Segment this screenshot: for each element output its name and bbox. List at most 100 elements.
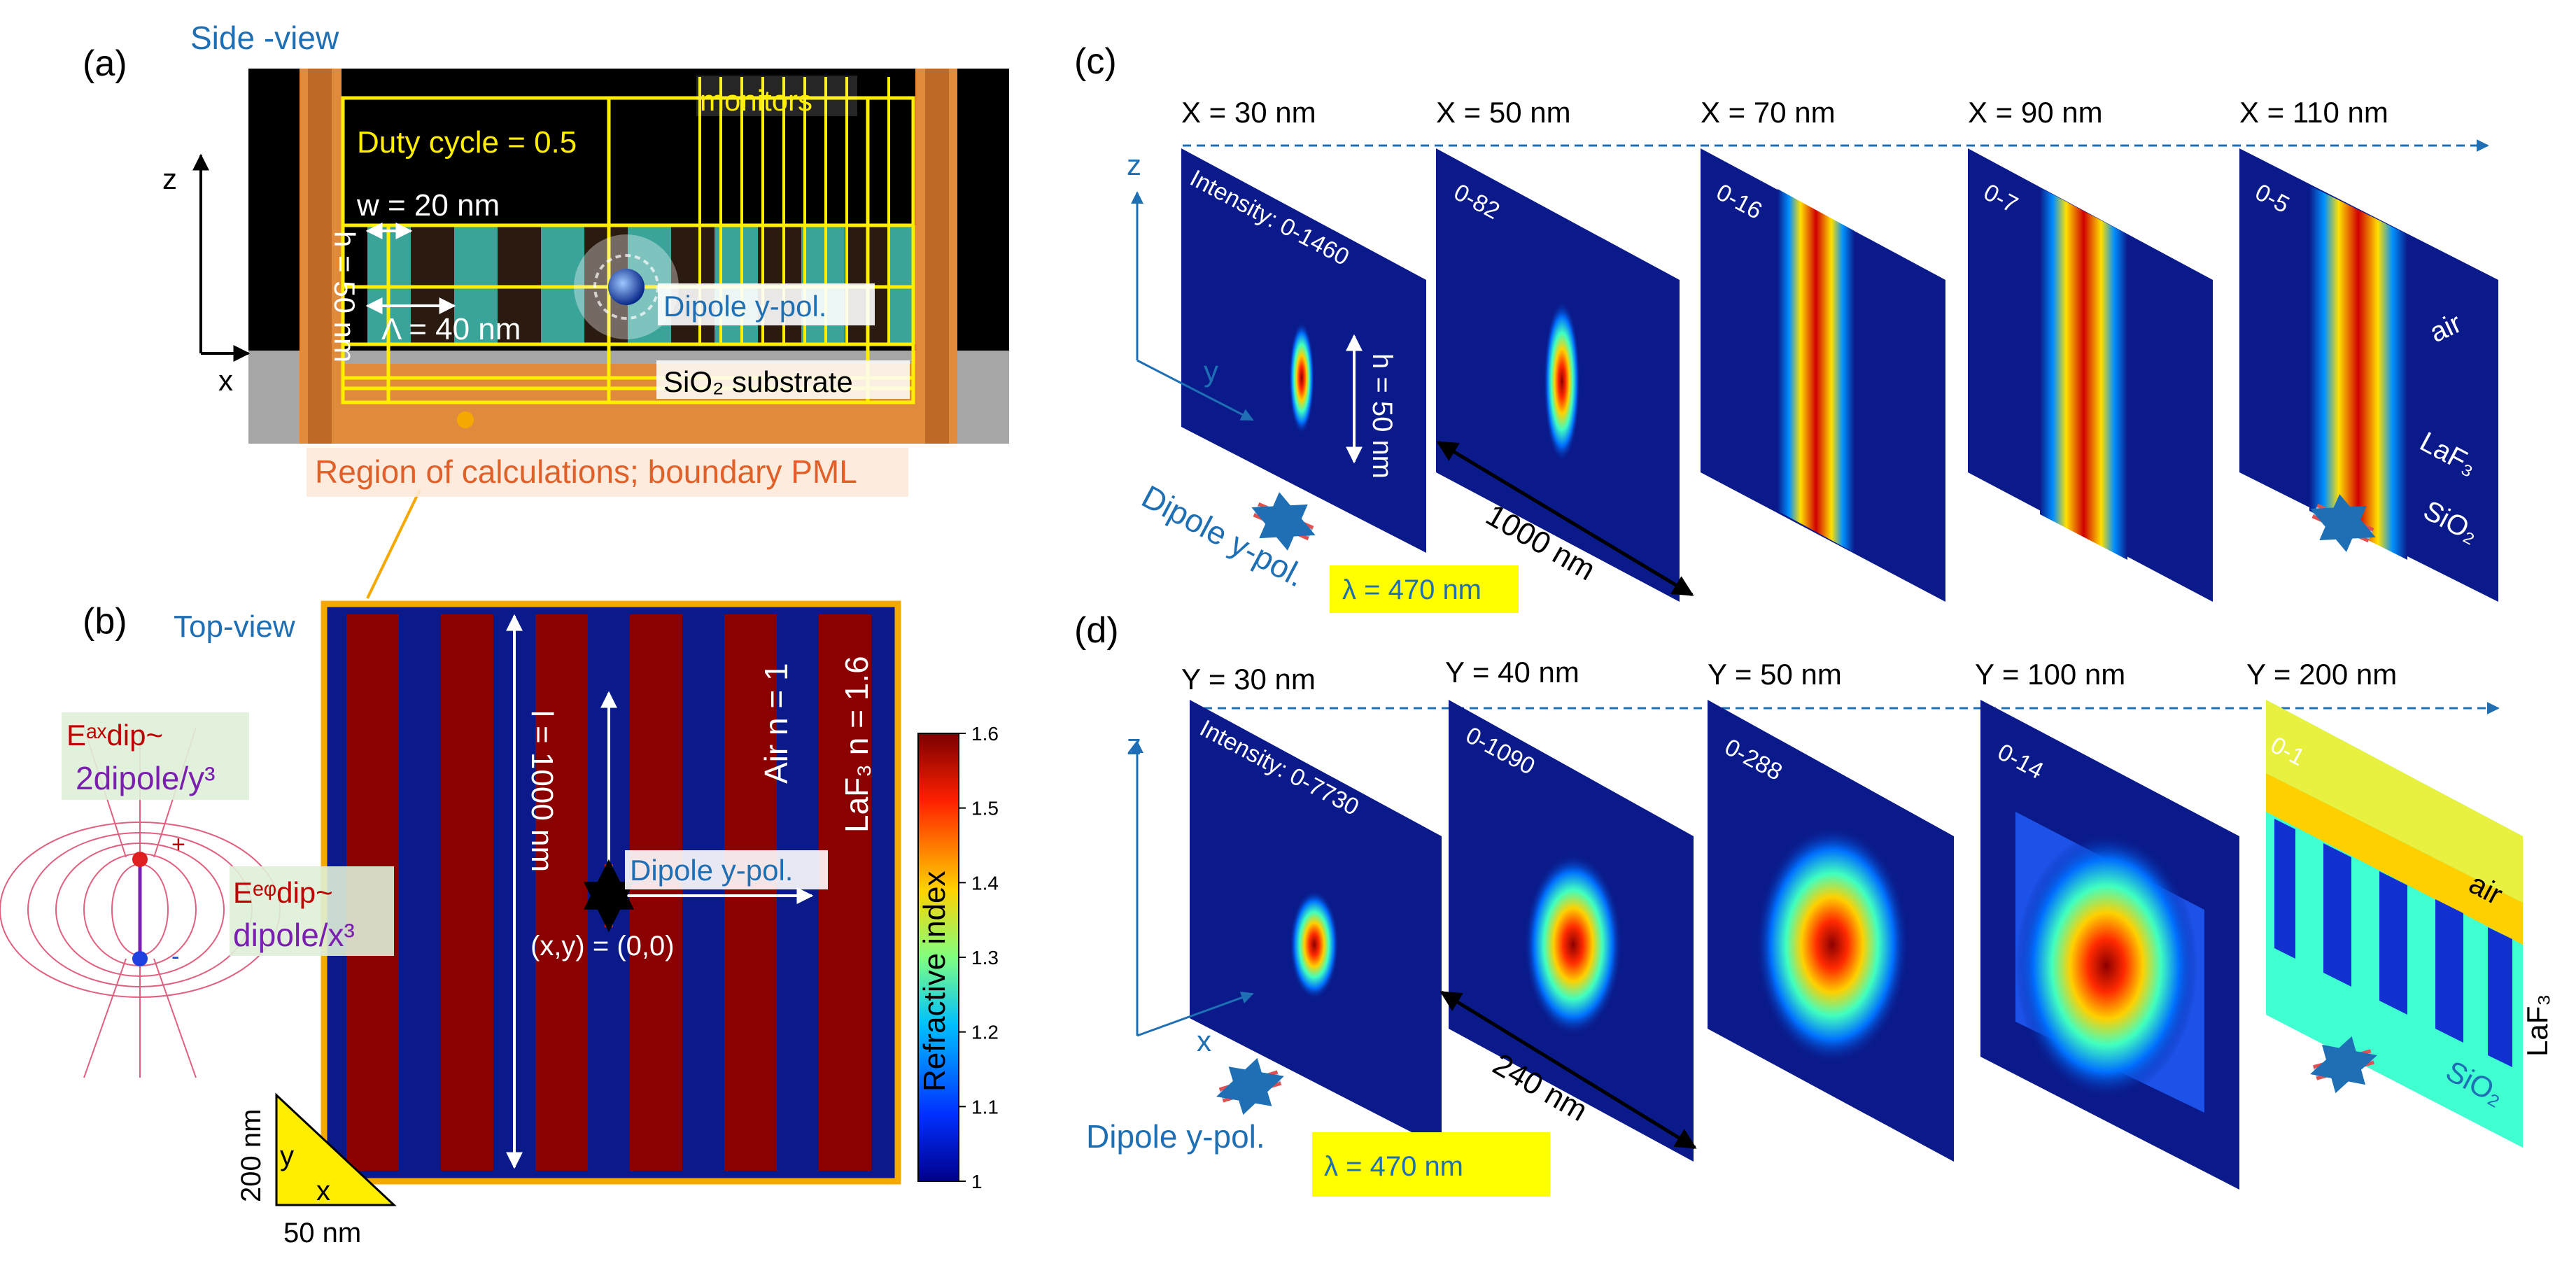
- dipole-label-c: Dipole y-pol.: [1136, 478, 1311, 594]
- slice-c-position: X = 110 nm: [2239, 96, 2388, 129]
- y-axis-c: [1136, 359, 1254, 421]
- eax-label: Eᵃˣdip~: [66, 719, 163, 752]
- monitors-label: monitors: [700, 84, 812, 117]
- slice-d-1: Y = 30 nm Intensity: 0-7730: [1181, 663, 1442, 1148]
- slice-d-4: Y = 100 nm 0-14: [1975, 658, 2239, 1190]
- axis-z-label: z: [162, 162, 177, 195]
- panel-c: (c) X = 30 nm Intensity: 0-1460 X = 50 n…: [1074, 41, 2498, 613]
- slice-c-3: X = 70 nm 0-16: [1701, 96, 1945, 602]
- air-index-label: Air n = 1: [758, 663, 794, 784]
- dipole-arrow-d2: [2310, 1036, 2377, 1094]
- panel-a-label: (a): [83, 43, 127, 84]
- slice-d-position: Y = 100 nm: [1975, 658, 2125, 691]
- panel-c-label: (c): [1074, 41, 1117, 82]
- slice-d-position: Y = 50 nm: [1708, 658, 1842, 691]
- scale-triangle: [275, 1092, 397, 1206]
- top-view-title: Top-view: [174, 610, 295, 644]
- colorbar: [917, 733, 959, 1182]
- slice-c-4: X = 90 nm 0-7: [1968, 96, 2213, 602]
- slice-c-position: X = 30 nm: [1181, 96, 1316, 129]
- length-arrow-c: [1436, 440, 1694, 597]
- dipole-arrow-c2: [2310, 494, 2376, 552]
- eax-box: [62, 712, 249, 800]
- slice-c-1: X = 30 nm Intensity: 0-1460: [1181, 96, 1426, 553]
- field-hotspot: [1524, 854, 1622, 1036]
- field-hotspot: [2015, 833, 2197, 1099]
- lambda-label-d: λ = 470 nm: [1324, 1151, 1463, 1182]
- duty-cycle-label: Duty cycle = 0.5: [357, 125, 577, 160]
- triangle-x: x: [316, 1176, 330, 1206]
- panel-d-label: (d): [1074, 610, 1119, 651]
- x-axis-d: [1136, 992, 1254, 1037]
- colorbar-tick-label: 1.2: [971, 1022, 999, 1043]
- slice-c-5: X = 110 nm 0-5 air LaF₃ SiO₂: [2239, 96, 2498, 602]
- slice-d-3: Y = 50 nm 0-288: [1708, 658, 1954, 1162]
- substrate-label: SiO₂ substrate: [663, 365, 853, 398]
- w-label: w = 20 nm: [356, 188, 500, 223]
- eeq-label: Eᵉᵠdip~: [233, 876, 333, 909]
- slice-d-position: Y = 200 nm: [2246, 658, 2397, 691]
- colorbar-tick-label: 1.1: [971, 1096, 999, 1118]
- slice-c-position: X = 50 nm: [1436, 96, 1571, 129]
- panel-a: (a) Side -view: [83, 20, 1009, 599]
- length-label: l = 1000 nm: [525, 710, 559, 872]
- colorbar-tick-label: 1.5: [971, 798, 999, 819]
- eeq-box: [230, 866, 394, 956]
- h-label-c: h = 50 nm: [1367, 353, 1398, 479]
- dipole-label-d: Dipole y-pol.: [1086, 1118, 1265, 1155]
- height-label: h = 50 nm: [328, 231, 361, 362]
- slice-c-position: X = 90 nm: [1968, 96, 2103, 129]
- panel-b-label: (b): [83, 601, 127, 642]
- dipole-label-a: Dipole y-pol.: [663, 290, 826, 323]
- axis-x-label: x: [218, 364, 233, 397]
- dim-x-label: 50 nm: [283, 1218, 361, 1248]
- colorbar-ticks: 1.6 1.5 1.4 1.3 1.2 1.1 1: [959, 723, 999, 1192]
- field-band: [2309, 185, 2407, 560]
- laf3-index-label: LaF₃ n = 1.6: [838, 656, 875, 833]
- triangle-y: y: [280, 1141, 294, 1171]
- axis-z-c: z: [1127, 148, 1141, 181]
- laf3-structures: [2274, 819, 2512, 1067]
- lambda-box-c: [1330, 565, 1519, 613]
- colorbar-tick-label: 1: [971, 1171, 983, 1192]
- connector-line: [366, 489, 421, 599]
- slice-d-position: Y = 40 nm: [1445, 656, 1579, 689]
- negative-charge: [132, 951, 148, 966]
- eeq-formula: dipole/x³: [233, 917, 355, 953]
- side-view-title: Side -view: [190, 20, 339, 56]
- plus-sign: +: [171, 831, 185, 858]
- slice-c-position: X = 70 nm: [1701, 96, 1836, 129]
- colorbar-tick-label: 1.3: [971, 947, 999, 968]
- panel-b: (b) Top-view l = 1000 nm Dipole y-pol. (…: [0, 600, 999, 1248]
- positive-charge: [132, 852, 148, 867]
- colorbar-tick-label: 1.4: [971, 872, 999, 894]
- dipole-arrow-d: [1216, 1057, 1284, 1115]
- slice-d-position: Y = 30 nm: [1181, 663, 1316, 696]
- dipole-label-b: Dipole y-pol.: [630, 854, 793, 887]
- slice-d-5: Y = 200 nm 0-1 air LaF₃ SiO₂: [2246, 658, 2554, 1148]
- panel-d: (d) Y = 30 nm Intensity: 0-7730 Y = 40 n…: [1074, 610, 2554, 1197]
- field-hotspot: [1544, 301, 1580, 462]
- colorbar-title: Refractive index: [917, 871, 952, 1092]
- axis-y-c: y: [1204, 355, 1218, 388]
- axis-x-d: x: [1197, 1024, 1211, 1057]
- colorbar-tick-label: 1.6: [971, 723, 999, 745]
- region-label: Region of calculations; boundary PML: [315, 453, 857, 490]
- pml-marker: [457, 411, 474, 428]
- field-hotspot: [1755, 826, 1909, 1064]
- field-hotspot: [1289, 322, 1314, 434]
- field-band: [2040, 188, 2127, 560]
- minus-sign: -: [171, 943, 179, 970]
- axis-z-d: z: [1127, 728, 1141, 761]
- field-hotspot: [1290, 890, 1339, 999]
- dipole-arrow-c: [1251, 492, 1316, 551]
- eax-formula: 2dipole/y³: [76, 760, 215, 796]
- lambda-label-c: λ = 470 nm: [1342, 575, 1481, 605]
- period-label: Λ = 40 nm: [381, 312, 521, 346]
- laf3-label-d: LaF₃: [2521, 994, 2554, 1057]
- field-band: [1778, 189, 1854, 553]
- lambda-box-d: [1312, 1132, 1550, 1197]
- dipole-source: [608, 269, 645, 305]
- slice-c-2: X = 50 nm 0-82: [1436, 96, 1680, 602]
